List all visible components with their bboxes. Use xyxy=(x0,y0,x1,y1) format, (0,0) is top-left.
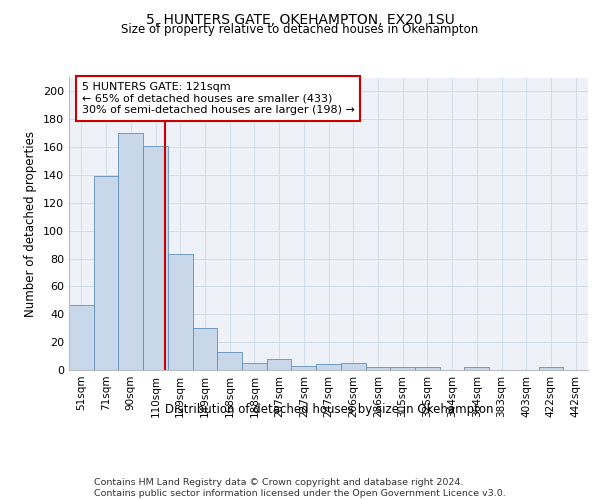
Bar xyxy=(94,176,118,370)
Y-axis label: Number of detached properties: Number of detached properties xyxy=(25,130,37,317)
Bar xyxy=(143,146,168,370)
Bar xyxy=(118,133,143,370)
Bar xyxy=(267,359,292,370)
Bar xyxy=(415,367,440,370)
Bar xyxy=(292,366,316,370)
Text: Distribution of detached houses by size in Okehampton: Distribution of detached houses by size … xyxy=(164,402,493,415)
Bar xyxy=(539,367,563,370)
Text: Contains HM Land Registry data © Crown copyright and database right 2024.
Contai: Contains HM Land Registry data © Crown c… xyxy=(94,478,506,498)
Bar xyxy=(390,367,415,370)
Bar xyxy=(168,254,193,370)
Text: 5 HUNTERS GATE: 121sqm
← 65% of detached houses are smaller (433)
30% of semi-de: 5 HUNTERS GATE: 121sqm ← 65% of detached… xyxy=(82,82,355,115)
Bar xyxy=(69,304,94,370)
Bar xyxy=(365,367,390,370)
Bar xyxy=(193,328,217,370)
Text: 5, HUNTERS GATE, OKEHAMPTON, EX20 1SU: 5, HUNTERS GATE, OKEHAMPTON, EX20 1SU xyxy=(146,12,454,26)
Bar xyxy=(464,367,489,370)
Bar xyxy=(217,352,242,370)
Bar xyxy=(242,363,267,370)
Text: Size of property relative to detached houses in Okehampton: Size of property relative to detached ho… xyxy=(121,24,479,36)
Bar xyxy=(341,363,365,370)
Bar xyxy=(316,364,341,370)
